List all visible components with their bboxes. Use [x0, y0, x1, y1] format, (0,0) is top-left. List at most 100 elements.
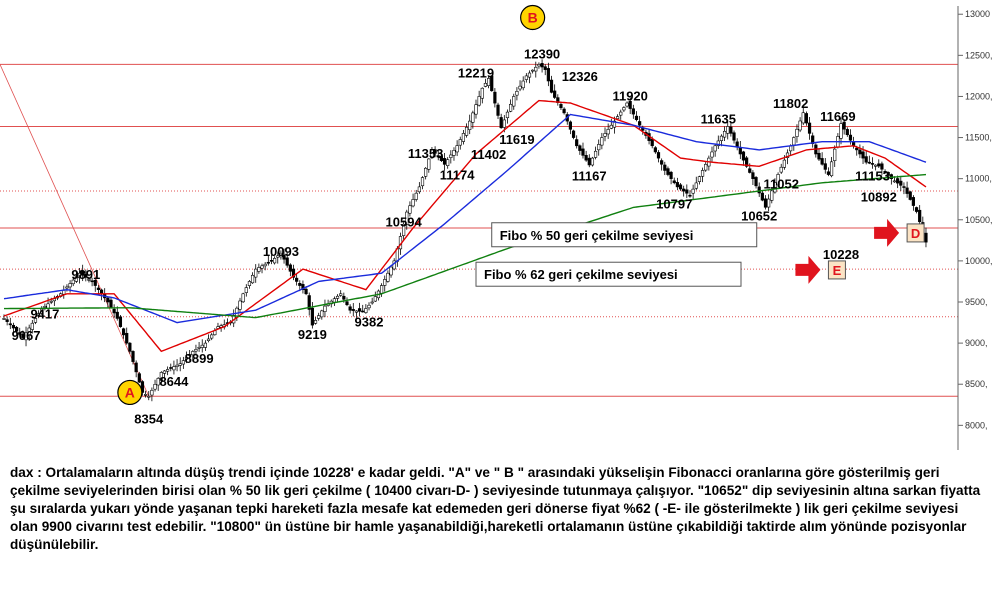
candle-body — [373, 296, 377, 302]
candle-body — [553, 90, 557, 98]
candle-body — [581, 148, 585, 156]
candle-body — [600, 137, 604, 146]
candle-body — [81, 270, 85, 276]
candle-body — [172, 366, 176, 371]
candle-body — [197, 346, 201, 349]
candle-body — [169, 367, 173, 369]
price-label: 11353 — [408, 146, 443, 161]
candle-body — [339, 293, 343, 296]
candle-body — [820, 158, 824, 165]
candle-body — [883, 171, 887, 173]
price-label: 9219 — [298, 327, 327, 342]
candle-body — [125, 332, 129, 344]
candle-body — [348, 306, 352, 311]
candle-body — [436, 155, 440, 158]
candle-body — [178, 363, 182, 366]
marker-label: B — [528, 10, 538, 26]
candle-body — [571, 130, 576, 138]
candle-body — [480, 87, 484, 99]
candle-body — [619, 111, 623, 116]
candle-body — [106, 297, 110, 303]
candle-body — [402, 223, 406, 236]
candle-body — [458, 139, 462, 146]
candle-body — [842, 121, 846, 130]
candle-body — [313, 320, 318, 324]
candle-body — [118, 316, 123, 327]
candle-body — [87, 279, 91, 281]
candle-body — [2, 318, 6, 320]
candle-body — [829, 161, 834, 177]
fibo-boxes: Fibo % 50 geri çekilme seviyesi Fibo % 62… — [475, 218, 925, 287]
candle-body — [908, 191, 912, 200]
candle-body — [870, 163, 875, 165]
candle-body — [194, 349, 198, 352]
candle-body — [757, 186, 761, 194]
red-arrow — [874, 218, 900, 247]
candle-body — [461, 133, 466, 142]
price-label: 9067 — [12, 328, 41, 343]
price-label: 10228 — [823, 247, 859, 262]
markers: AB — [117, 4, 546, 406]
candle-body — [370, 301, 374, 304]
price-label: 11402 — [471, 147, 506, 162]
candle-body — [21, 333, 25, 338]
candle-body — [420, 177, 425, 187]
candle-body — [285, 257, 289, 266]
candle-body — [792, 137, 796, 146]
candle-body — [801, 112, 805, 124]
candle-body — [575, 139, 579, 147]
candle-body — [741, 151, 746, 161]
moving-average-line — [4, 173, 927, 319]
tick-label: 11000, — [965, 174, 992, 184]
price-label: 11174 — [440, 167, 475, 182]
candle-body — [112, 308, 116, 314]
letter-tag-label: E — [833, 263, 842, 278]
candles — [2, 59, 928, 402]
candle-body — [515, 91, 519, 96]
tick-label: 10000, — [965, 256, 993, 266]
candle-body — [206, 338, 211, 341]
candle-body — [496, 104, 500, 116]
candle-body — [804, 113, 808, 124]
price-label: 12326 — [562, 69, 598, 84]
tick-label: 9000, — [965, 338, 988, 348]
candle-body — [729, 126, 733, 134]
candle-body — [247, 281, 252, 286]
candle-body — [795, 128, 799, 137]
moving-average-line — [3, 113, 927, 324]
candle-body — [37, 313, 41, 317]
candle-body — [638, 121, 642, 126]
candle-body — [546, 68, 550, 82]
moving-averages — [3, 99, 927, 353]
candle-body — [615, 116, 620, 120]
candle-body — [678, 184, 683, 190]
candle-body — [493, 91, 497, 104]
candle-body — [30, 322, 34, 330]
candle-body — [84, 273, 88, 278]
candle-body — [697, 176, 702, 182]
price-label: 8899 — [185, 351, 214, 366]
candle-body — [845, 129, 849, 136]
tick-label: 8000, — [965, 420, 988, 430]
candle-body — [767, 198, 771, 208]
candle-body — [298, 282, 302, 286]
candle-body — [914, 207, 919, 212]
candle-body — [732, 132, 736, 141]
candle-body — [417, 186, 421, 193]
candle-body — [307, 295, 311, 310]
candle-body — [625, 102, 629, 107]
candle-body — [540, 63, 544, 68]
candle-body — [704, 163, 708, 171]
candle-body — [612, 120, 617, 128]
letter-tag — [906, 223, 925, 243]
candle-body — [719, 135, 724, 141]
candle-body — [71, 279, 75, 285]
candle-body — [379, 285, 384, 294]
candle-body — [776, 174, 780, 186]
candle-body — [109, 299, 113, 308]
price-axis: 8000, 8500, 9000, 9500, 10000, 10500, 11000, 11… — [957, 6, 993, 450]
candle-body — [527, 72, 532, 78]
candle-body — [166, 369, 170, 372]
candle-body — [93, 279, 97, 286]
candle-body — [650, 139, 654, 147]
